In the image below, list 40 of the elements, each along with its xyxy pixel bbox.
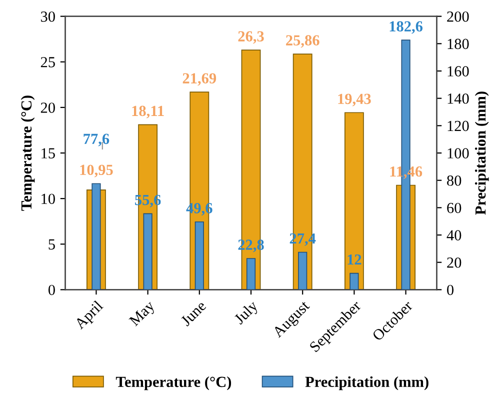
y2-tick-label: 20 (447, 257, 462, 268)
data-label: 10,95 (80, 164, 113, 178)
bar (246, 258, 256, 290)
legend-label: Precipitation (mm) (305, 376, 428, 390)
bar (143, 213, 152, 290)
data-label: 18,11 (132, 106, 164, 118)
legend-label: Temperature (°C) (116, 376, 232, 390)
bar (344, 112, 364, 290)
y2-tick-label: 0 (447, 284, 454, 296)
y-tick-label: 0 (48, 284, 55, 296)
y-tick-label: 10 (42, 194, 55, 204)
x-tick-label: May (128, 300, 158, 329)
y-tick-label: 20 (40, 102, 55, 113)
data-label: 182,6 (390, 21, 423, 34)
data-label: 77,6 (84, 134, 110, 146)
data-label: 26,3 (238, 31, 264, 44)
bar (194, 221, 204, 290)
y2-tick-label: 180 (448, 38, 469, 50)
y2-tick-label: 140 (448, 93, 469, 104)
bar (350, 272, 359, 290)
x-tick-label: June (180, 300, 207, 327)
data-label: 25,86 (286, 35, 320, 48)
y2-tick-label: 200 (447, 11, 469, 22)
y2-tick-label: 40 (446, 230, 462, 240)
bar (298, 252, 308, 290)
data-label: 12 (348, 254, 362, 265)
y2-tick-label: 60 (447, 202, 462, 214)
y-tick-label: 30 (40, 11, 55, 22)
y-tick-label: 25 (40, 57, 55, 68)
data-label: 21,69 (182, 73, 216, 86)
y2-tick-label: 100 (448, 148, 469, 158)
y2-tick-label: 120 (448, 120, 469, 132)
y-tick-label: 15 (42, 148, 55, 158)
y-axis-title: Temperature (°C) (20, 96, 35, 211)
y2-tick-label: 80 (447, 175, 462, 186)
y2-axis-title: Precipitation (mm) (474, 92, 489, 215)
data-label: 19,43 (338, 94, 371, 106)
x-tick-label: July (233, 299, 261, 328)
y2-tick-label: 160 (448, 66, 469, 76)
y-tick-label: 5 (48, 239, 55, 250)
